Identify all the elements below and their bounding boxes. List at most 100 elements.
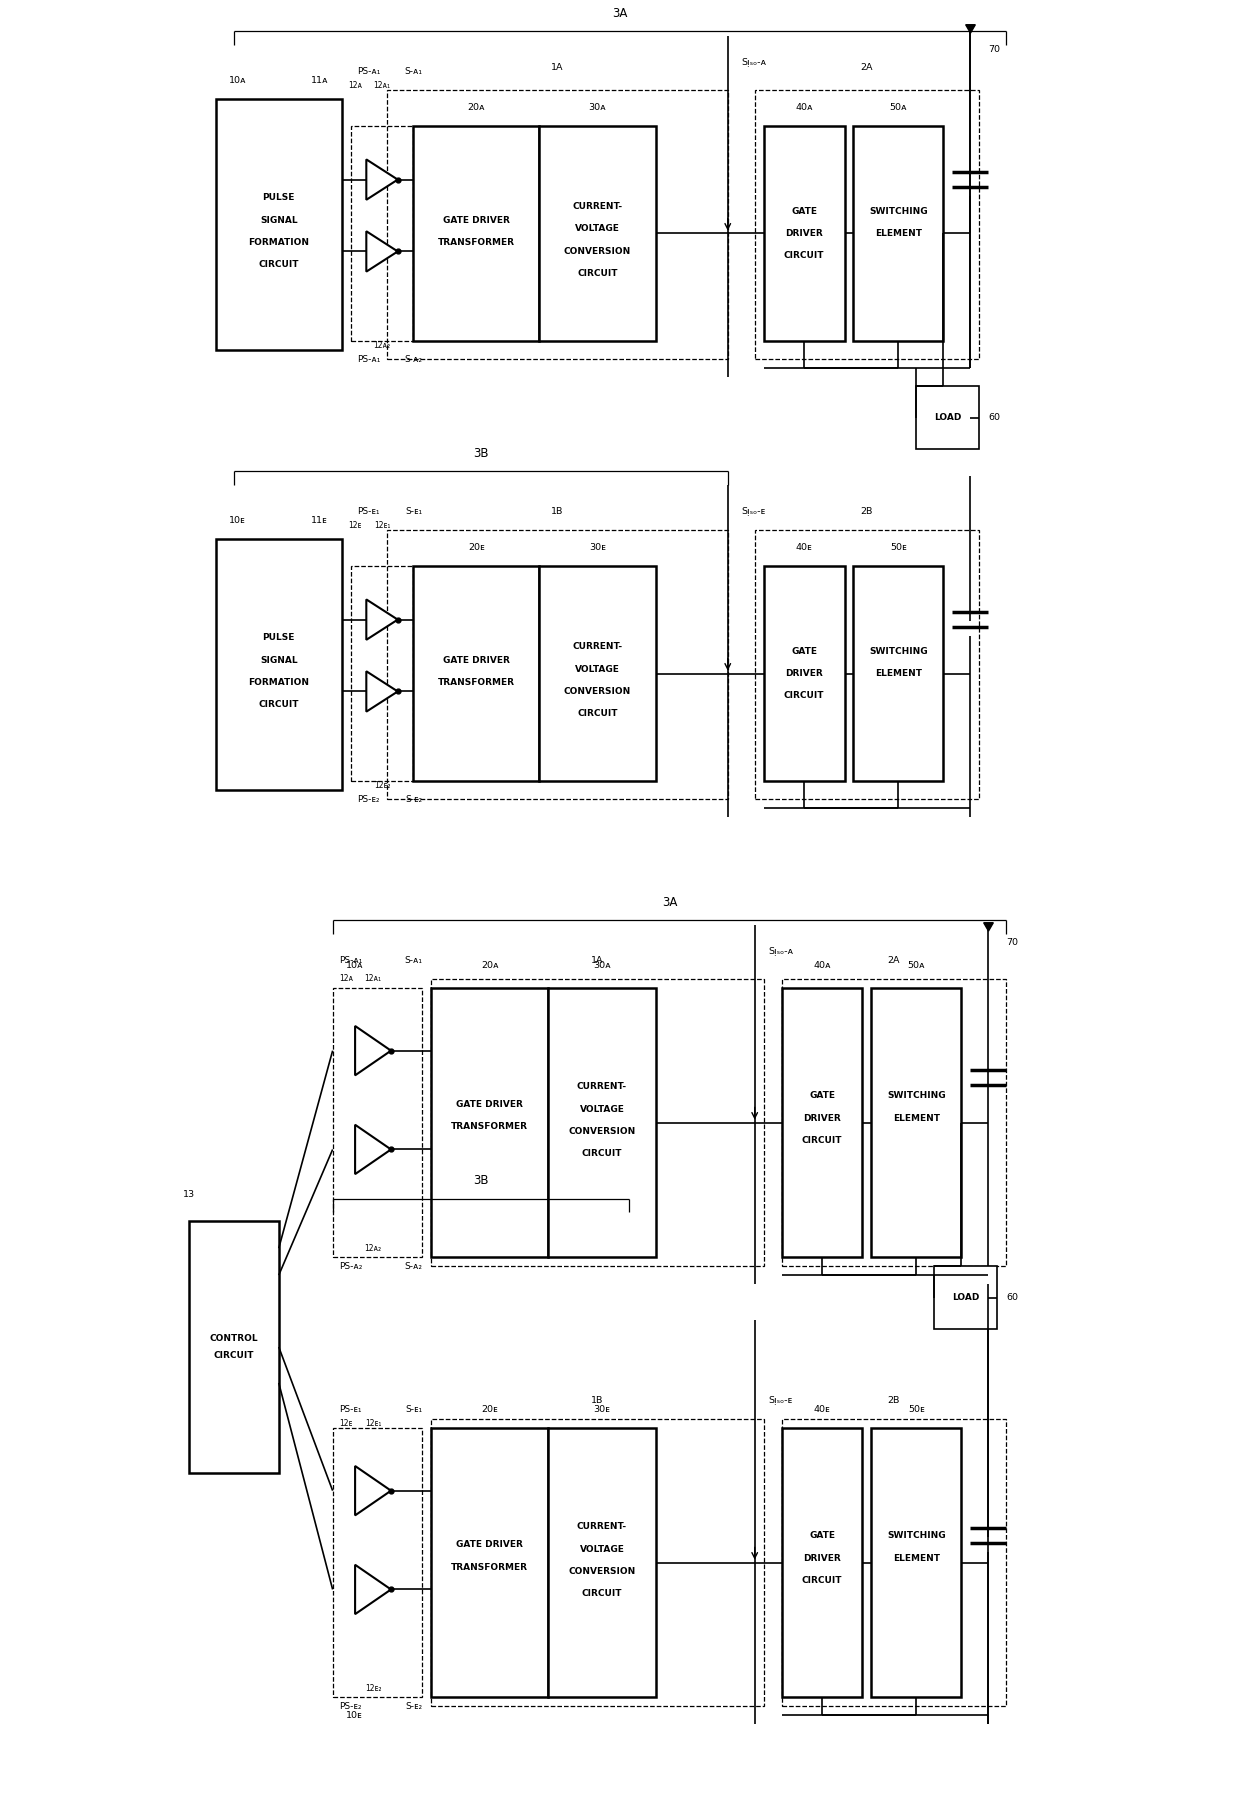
Text: 1A: 1A <box>591 955 604 966</box>
Text: ELEMENT: ELEMENT <box>893 1114 940 1122</box>
Bar <box>781 979 1006 1266</box>
Text: PS-ᴀ₁: PS-ᴀ₁ <box>357 66 381 77</box>
Text: VOLTAGE: VOLTAGE <box>579 1545 625 1554</box>
Text: 1B: 1B <box>551 506 563 517</box>
Polygon shape <box>355 1564 391 1615</box>
Text: GATE: GATE <box>791 647 817 656</box>
Text: 30ᴀ: 30ᴀ <box>593 961 611 970</box>
Bar <box>539 566 656 781</box>
Bar <box>853 566 944 781</box>
Text: CONTROL: CONTROL <box>210 1333 258 1343</box>
Bar <box>332 1428 423 1697</box>
Text: PS-ᴀ₂: PS-ᴀ₂ <box>339 1261 362 1272</box>
Text: 12ᴀ₁: 12ᴀ₁ <box>373 81 391 90</box>
Text: CONVERSION: CONVERSION <box>564 246 631 257</box>
Bar <box>332 988 423 1257</box>
Text: SWITCHING: SWITCHING <box>887 1090 946 1101</box>
Text: CIRCUIT: CIRCUIT <box>582 1149 622 1158</box>
Bar <box>853 126 944 341</box>
Text: 20ᴀ: 20ᴀ <box>481 961 498 970</box>
Text: 2A: 2A <box>888 955 900 966</box>
Bar <box>387 90 728 359</box>
Text: 50ᴀ: 50ᴀ <box>889 102 908 113</box>
Text: 3A: 3A <box>662 896 677 909</box>
Text: 70: 70 <box>988 45 1001 54</box>
Text: 12ᴇ₁: 12ᴇ₁ <box>365 1419 381 1428</box>
Bar <box>216 539 342 790</box>
Bar <box>432 1428 548 1697</box>
Text: Sᴉₛₒ-ᴇ: Sᴉₛₒ-ᴇ <box>768 1395 792 1406</box>
Text: ELEMENT: ELEMENT <box>875 668 921 679</box>
Text: 13: 13 <box>182 1189 195 1200</box>
Polygon shape <box>366 232 398 271</box>
Text: TRANSFORMER: TRANSFORMER <box>438 677 515 688</box>
Text: VOLTAGE: VOLTAGE <box>575 665 620 674</box>
Text: SWITCHING: SWITCHING <box>869 647 928 656</box>
Text: SIGNAL: SIGNAL <box>260 656 298 665</box>
Bar <box>413 126 539 341</box>
Text: 40ᴀ: 40ᴀ <box>813 961 831 970</box>
Bar <box>548 988 656 1257</box>
Text: VOLTAGE: VOLTAGE <box>579 1105 625 1114</box>
Text: 12ᴇ: 12ᴇ <box>348 521 362 530</box>
Text: FORMATION: FORMATION <box>248 677 309 688</box>
Bar <box>916 386 980 449</box>
Bar <box>781 1419 1006 1706</box>
Text: 2A: 2A <box>861 63 873 72</box>
Bar <box>934 1266 997 1329</box>
Text: CURRENT-: CURRENT- <box>577 1521 627 1532</box>
Bar <box>432 988 548 1257</box>
Bar <box>188 1221 279 1473</box>
Bar <box>351 566 413 781</box>
Text: 11ᴀ: 11ᴀ <box>310 75 329 86</box>
Text: 70: 70 <box>1006 938 1018 948</box>
Text: CIRCUIT: CIRCUIT <box>802 1575 842 1586</box>
Polygon shape <box>366 672 398 711</box>
Bar <box>764 126 844 341</box>
Text: 2B: 2B <box>861 506 873 517</box>
Text: CONVERSION: CONVERSION <box>564 686 631 697</box>
Text: S-ᴇ₂: S-ᴇ₂ <box>405 794 422 805</box>
Text: 3B: 3B <box>472 447 489 460</box>
Text: Sᴉₛₒ-ᴀ: Sᴉₛₒ-ᴀ <box>742 57 766 68</box>
Text: CONVERSION: CONVERSION <box>568 1566 636 1577</box>
Text: 10ᴀ: 10ᴀ <box>346 961 363 970</box>
Text: CIRCUIT: CIRCUIT <box>582 1589 622 1598</box>
Text: GATE DRIVER: GATE DRIVER <box>443 216 510 224</box>
Text: 40ᴀ: 40ᴀ <box>795 102 813 113</box>
Bar <box>432 979 764 1266</box>
Text: SIGNAL: SIGNAL <box>260 216 298 224</box>
Text: 50ᴇ: 50ᴇ <box>908 1404 925 1415</box>
Text: 2B: 2B <box>888 1395 900 1406</box>
Text: Sᴉₛₒ-ᴀ: Sᴉₛₒ-ᴀ <box>768 946 794 957</box>
Text: CONVERSION: CONVERSION <box>568 1126 636 1137</box>
Text: CURRENT-: CURRENT- <box>577 1081 627 1092</box>
Bar <box>216 99 342 350</box>
Text: S-ᴇ₁: S-ᴇ₁ <box>405 506 422 517</box>
Text: SWITCHING: SWITCHING <box>887 1530 946 1541</box>
Text: 10ᴇ: 10ᴇ <box>346 1710 363 1721</box>
Text: ELEMENT: ELEMENT <box>875 228 921 239</box>
Polygon shape <box>355 1026 391 1076</box>
Text: 20ᴇ: 20ᴇ <box>481 1404 498 1415</box>
Bar <box>781 1428 863 1697</box>
Bar <box>755 90 980 359</box>
Text: 10ᴇ: 10ᴇ <box>229 515 246 526</box>
Text: LOAD: LOAD <box>934 413 961 422</box>
Bar <box>413 566 539 781</box>
Text: CIRCUIT: CIRCUIT <box>258 700 299 709</box>
Bar <box>539 126 656 341</box>
Text: 20ᴇ: 20ᴇ <box>467 542 485 553</box>
Text: FORMATION: FORMATION <box>248 237 309 248</box>
Text: PS-ᴀ₁: PS-ᴀ₁ <box>357 354 381 365</box>
Text: 30ᴇ: 30ᴇ <box>594 1404 610 1415</box>
Polygon shape <box>366 160 398 199</box>
Bar <box>387 530 728 799</box>
Text: S-ᴀ₂: S-ᴀ₂ <box>404 354 423 365</box>
Bar <box>755 530 980 799</box>
Bar <box>872 1428 961 1697</box>
Text: DRIVER: DRIVER <box>785 228 823 239</box>
Text: TRANSFORMER: TRANSFORMER <box>451 1122 528 1131</box>
Text: PS-ᴀ₁: PS-ᴀ₁ <box>339 955 362 966</box>
Text: CIRCUIT: CIRCUIT <box>213 1351 254 1361</box>
